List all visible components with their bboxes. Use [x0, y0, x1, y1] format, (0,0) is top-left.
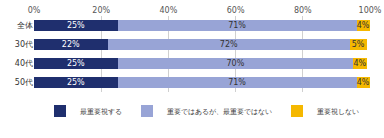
svg-text:22%: 22% [62, 40, 80, 49]
svg-text:50代: 50代 [15, 78, 33, 87]
svg-text:重要視しない: 重要視しない [317, 108, 359, 116]
svg-text:25%: 25% [67, 78, 85, 87]
svg-text:重要ではあるが、最重要ではない: 重要ではあるが、最重要ではない [167, 108, 272, 116]
svg-text:全体: 全体 [17, 21, 33, 30]
svg-text:4%: 4% [353, 59, 366, 68]
svg-text:25%: 25% [67, 21, 85, 30]
svg-text:40%: 40% [160, 6, 178, 15]
svg-text:25%: 25% [67, 59, 85, 68]
svg-text:40代: 40代 [15, 59, 33, 68]
svg-text:71%: 71% [228, 21, 246, 30]
svg-text:4%: 4% [357, 78, 370, 87]
svg-text:70%: 70% [227, 59, 245, 68]
svg-text:20%: 20% [92, 6, 110, 15]
svg-text:80%: 80% [294, 6, 312, 15]
svg-text:0%: 0% [28, 6, 41, 15]
svg-text:最重要視する: 最重要視する [80, 108, 122, 116]
svg-text:4%: 4% [357, 21, 370, 30]
svg-text:71%: 71% [228, 78, 246, 87]
svg-text:30代: 30代 [15, 40, 33, 49]
svg-text:100%: 100% [359, 6, 382, 15]
svg-text:5%: 5% [352, 40, 365, 49]
svg-text:72%: 72% [220, 40, 238, 49]
svg-text:60%: 60% [227, 6, 245, 15]
